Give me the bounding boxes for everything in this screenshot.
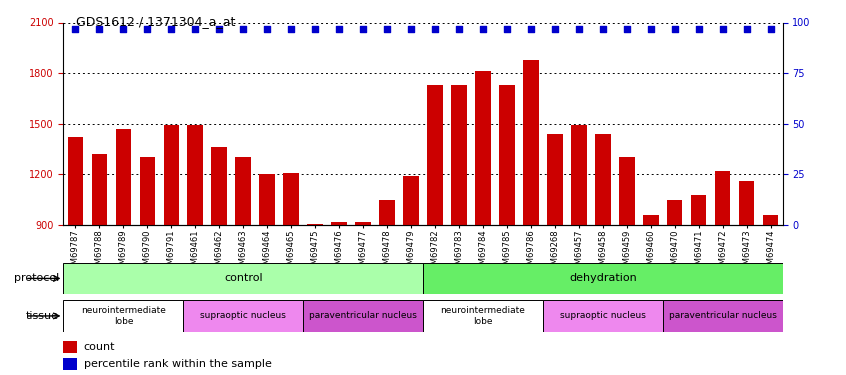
Point	[69, 26, 82, 32]
Bar	[475, 71, 491, 375]
Point	[476, 26, 490, 32]
Bar	[307, 224, 323, 375]
Point	[380, 26, 393, 32]
Bar	[63, 341, 77, 352]
Bar	[63, 358, 77, 370]
Point	[189, 26, 202, 32]
Point	[620, 26, 634, 32]
Bar	[140, 158, 155, 375]
Point	[667, 26, 681, 32]
Bar	[184, 300, 303, 332]
Bar	[303, 300, 423, 332]
Bar	[619, 158, 634, 375]
Point	[356, 26, 370, 32]
Bar	[523, 60, 539, 375]
Text: count: count	[84, 342, 115, 352]
Bar	[427, 85, 442, 375]
Text: protocol: protocol	[14, 273, 59, 284]
Text: supraoptic nucleus: supraoptic nucleus	[201, 311, 286, 320]
Point	[92, 26, 106, 32]
Point	[452, 26, 465, 32]
Point	[212, 26, 226, 32]
Bar	[667, 200, 683, 375]
Bar	[423, 262, 783, 294]
Bar	[715, 171, 730, 375]
Text: paraventricular nucleus: paraventricular nucleus	[309, 311, 417, 320]
Point	[692, 26, 706, 32]
Text: neurointermediate
lobe: neurointermediate lobe	[441, 306, 525, 326]
Point	[428, 26, 442, 32]
Bar	[116, 129, 131, 375]
Bar	[595, 134, 611, 375]
Point	[548, 26, 562, 32]
Text: dehydration: dehydration	[569, 273, 637, 284]
Bar	[68, 137, 83, 375]
Point	[644, 26, 657, 32]
Point	[572, 26, 585, 32]
Bar	[547, 134, 563, 375]
Bar	[643, 215, 658, 375]
Bar	[763, 215, 778, 375]
Bar	[379, 200, 395, 375]
Point	[261, 26, 274, 32]
Point	[308, 26, 321, 32]
Bar	[63, 262, 423, 294]
Text: neurointermediate
lobe: neurointermediate lobe	[81, 306, 166, 326]
Bar	[543, 300, 662, 332]
Bar	[260, 174, 275, 375]
Bar	[739, 181, 755, 375]
Bar	[499, 85, 514, 375]
Point	[140, 26, 154, 32]
Text: supraoptic nucleus: supraoptic nucleus	[560, 311, 645, 320]
Bar	[571, 125, 586, 375]
Bar	[332, 222, 347, 375]
Point	[764, 26, 777, 32]
Bar	[423, 300, 543, 332]
Bar	[63, 300, 184, 332]
Point	[500, 26, 514, 32]
Point	[284, 26, 298, 32]
Text: GDS1612 / 1371304_a_at: GDS1612 / 1371304_a_at	[76, 15, 235, 28]
Bar	[451, 85, 467, 375]
Point	[524, 26, 537, 32]
Bar	[283, 172, 299, 375]
Text: control: control	[224, 273, 262, 284]
Point	[164, 26, 178, 32]
Text: tissue: tissue	[26, 311, 59, 321]
Text: paraventricular nucleus: paraventricular nucleus	[668, 311, 777, 320]
Bar	[355, 222, 371, 375]
Point	[716, 26, 729, 32]
Bar	[662, 300, 783, 332]
Point	[404, 26, 418, 32]
Text: percentile rank within the sample: percentile rank within the sample	[84, 359, 272, 369]
Point	[596, 26, 609, 32]
Bar	[235, 158, 251, 375]
Bar	[91, 154, 107, 375]
Point	[236, 26, 250, 32]
Bar	[188, 125, 203, 375]
Point	[332, 26, 346, 32]
Bar	[404, 176, 419, 375]
Bar	[212, 147, 227, 375]
Point	[117, 26, 130, 32]
Bar	[691, 195, 706, 375]
Point	[739, 26, 753, 32]
Bar	[163, 125, 179, 375]
